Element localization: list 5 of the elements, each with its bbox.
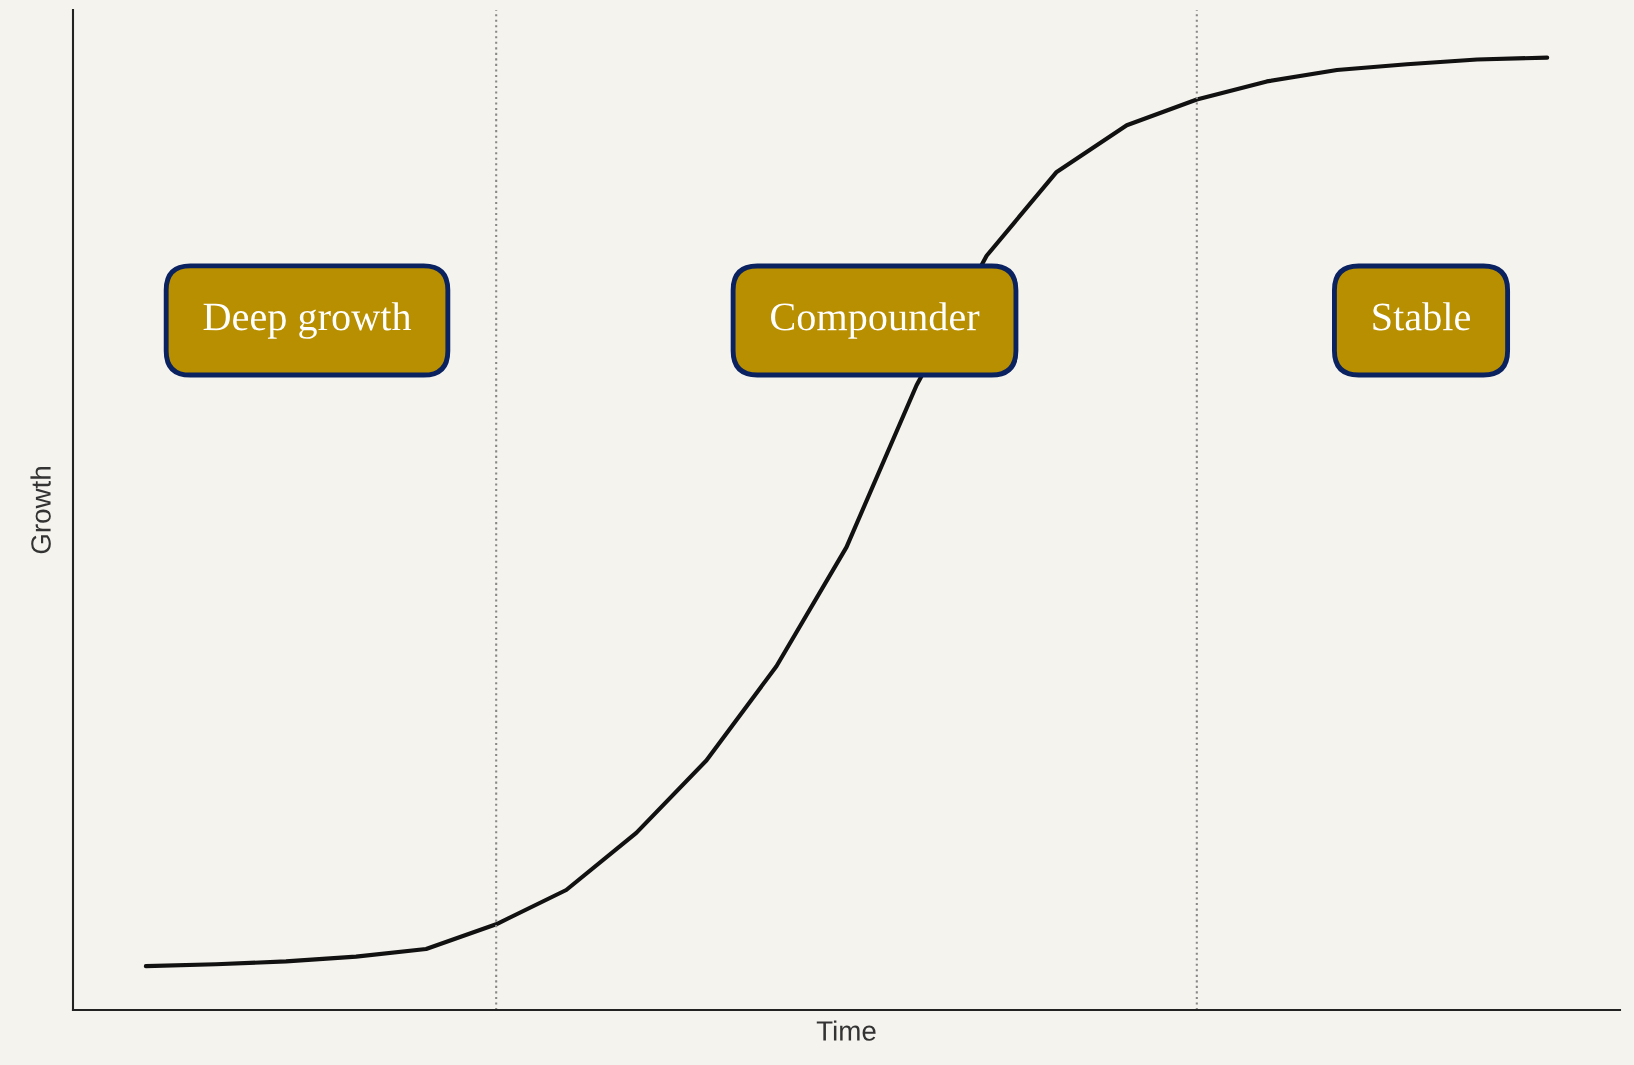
x-axis-title: Time [816, 1020, 876, 1041]
annotation: Deep growth [203, 302, 412, 339]
y-axis-title: Growth [30, 467, 51, 554]
annotation: Compounder [771, 302, 980, 339]
annotation: Stable [1373, 302, 1470, 331]
